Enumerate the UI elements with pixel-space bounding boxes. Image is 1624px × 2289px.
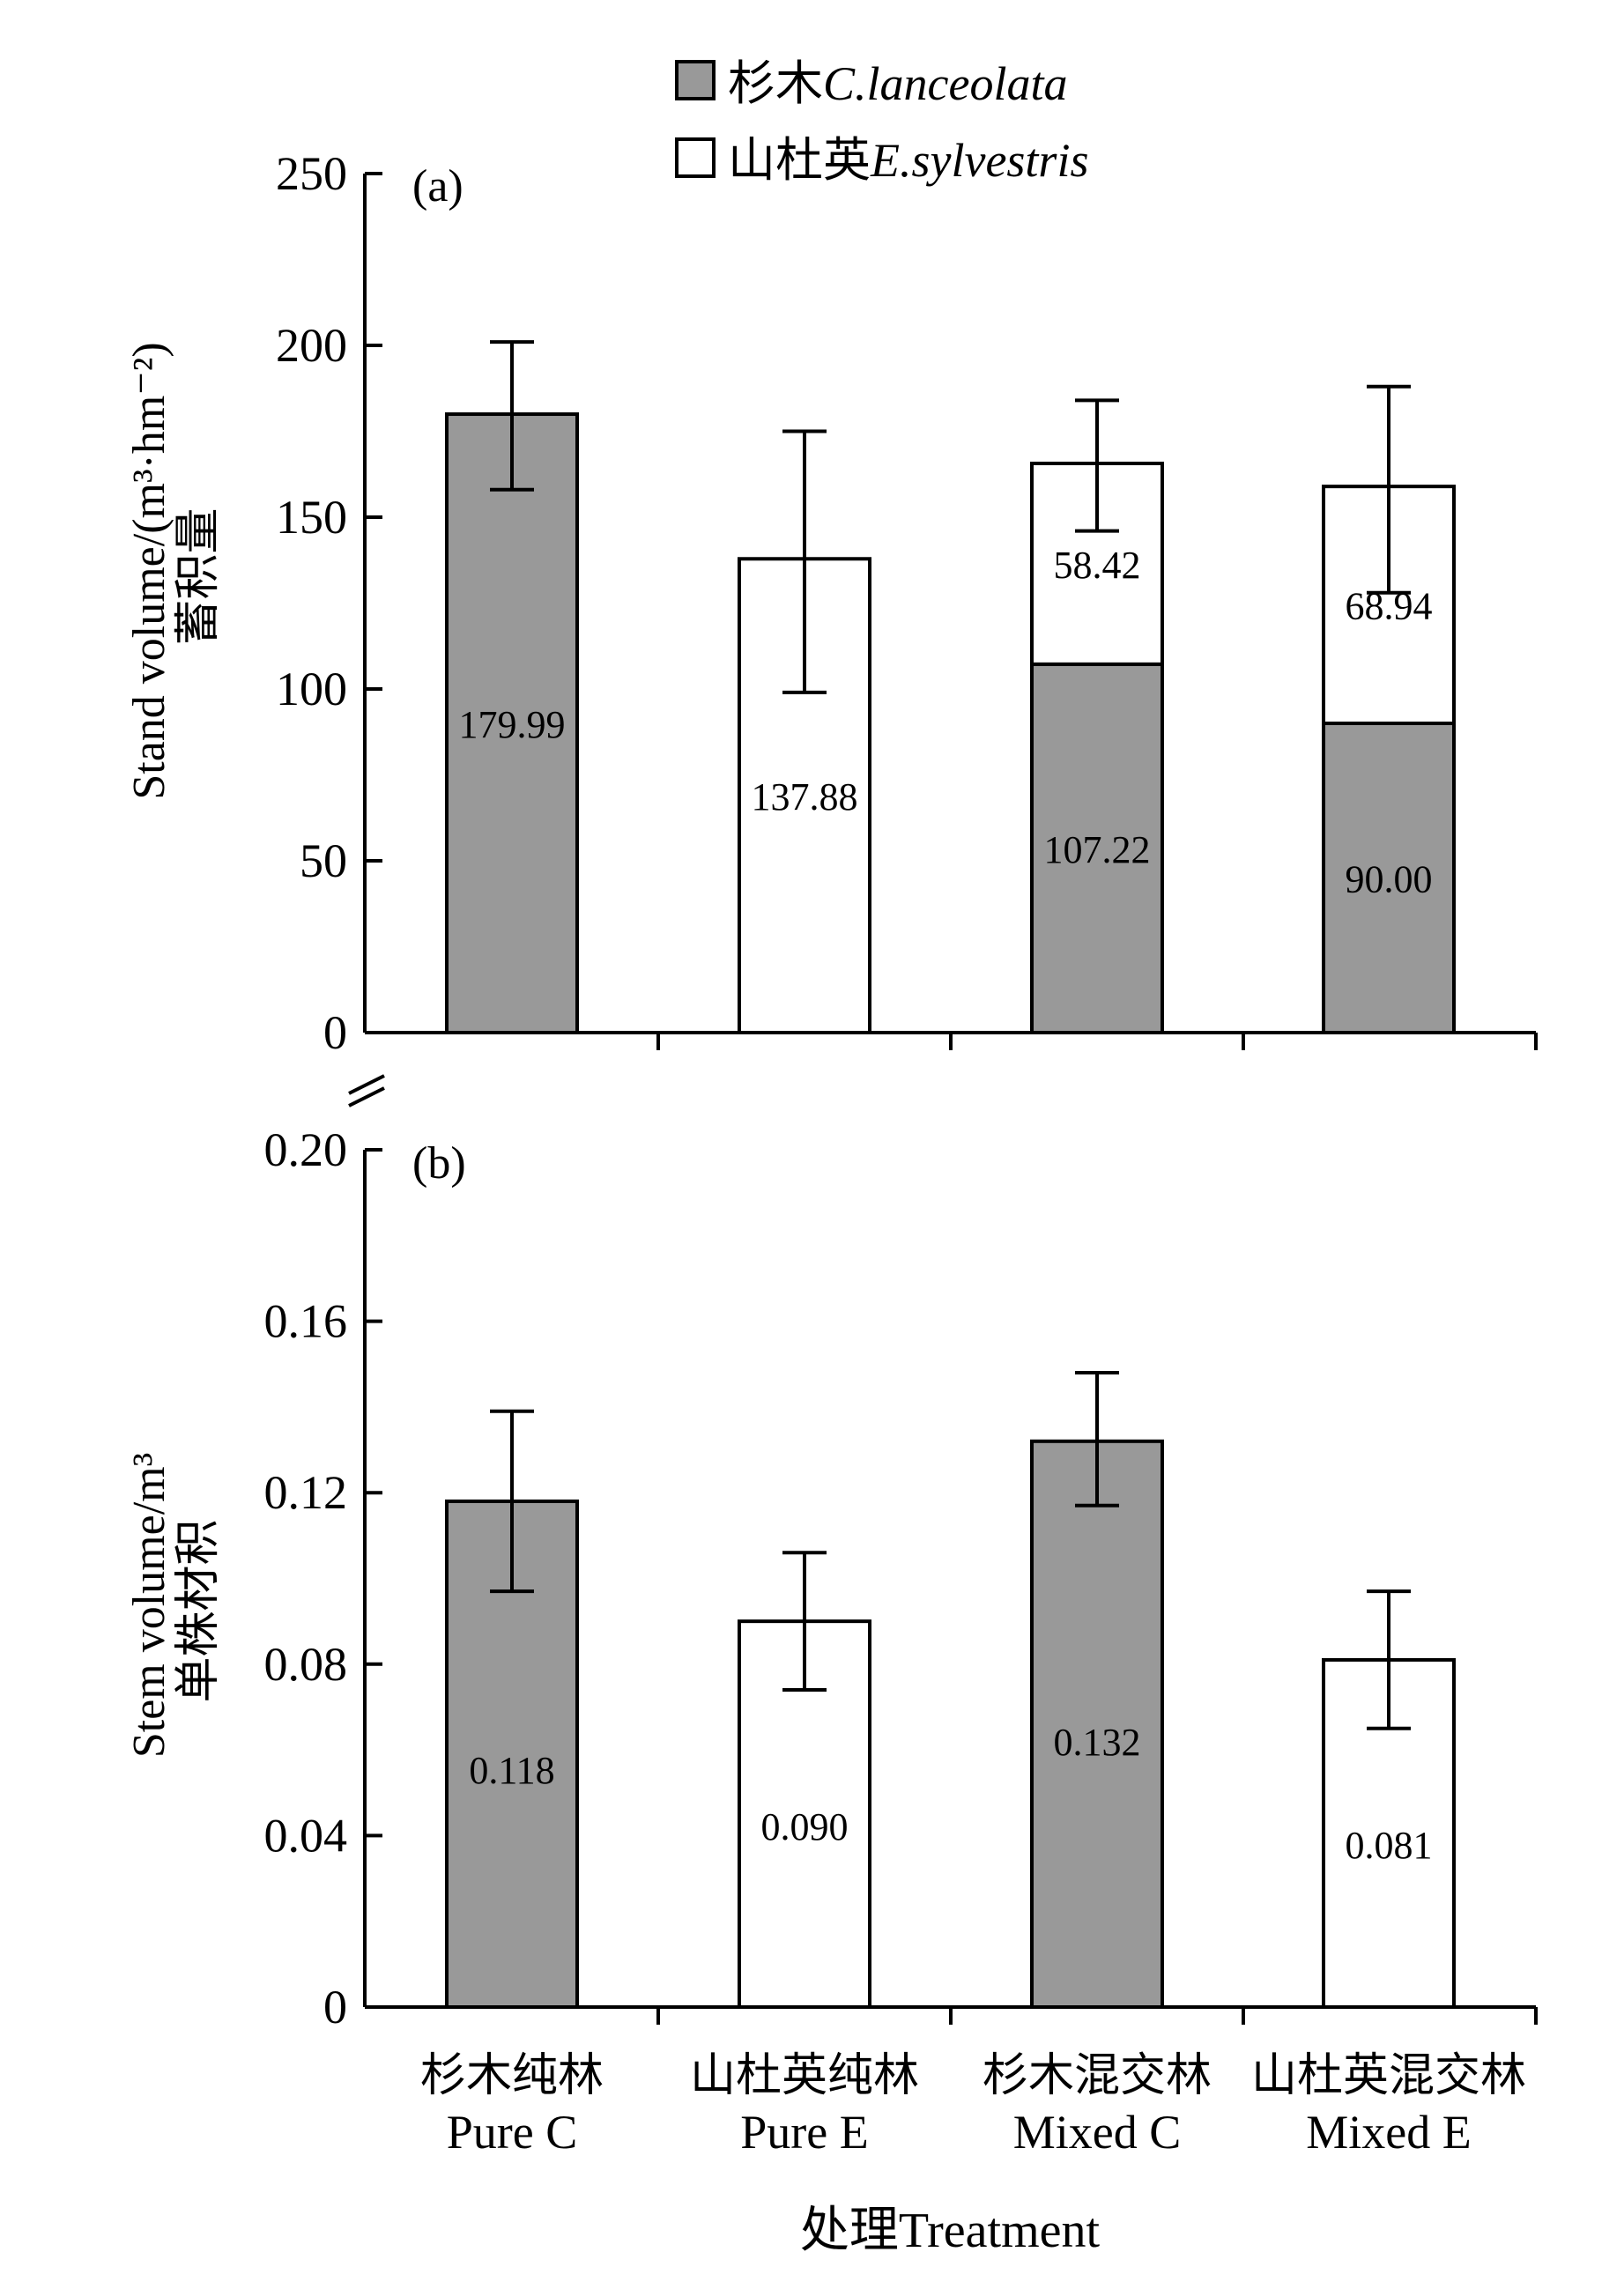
y-tick-label: 0.08 [264, 1638, 348, 1691]
panel-a-value-labels: 179.99 137.88 107.22 58.42 90.00 68.94 [459, 544, 1433, 901]
legend-label-clanceolata: 杉木C.lanceolata [728, 57, 1067, 110]
y-tick-label: 250 [276, 147, 347, 200]
legend-swatch-esylvestris [675, 137, 716, 178]
y-tick-label: 0.16 [264, 1295, 348, 1348]
bar-value-label: 0.090 [761, 1805, 849, 1848]
x-category-label-en: Mixed E [1306, 2106, 1471, 2159]
bar-value-label: 0.081 [1346, 1824, 1433, 1867]
y-tick-label: 0.04 [264, 1809, 348, 1862]
legend-label-esylvestris: 山杜英E.sylvestris [728, 134, 1088, 187]
panel-b: (b) 0 0.04 0.08 0.12 0.16 0.20 0.118 0.090 0.13… [124, 1123, 1538, 2033]
panel-a: (a) 0 50 100 150 200 250 179.99 137.88 107.22 58… [124, 147, 1538, 1059]
panel-b-value-labels: 0.118 0.090 0.132 0.081 [469, 1721, 1432, 1867]
panel-b-bars [445, 1439, 1456, 2010]
y-tick-label: 150 [276, 491, 347, 544]
bar-value-label: 90.00 [1346, 858, 1433, 901]
bar-value-label: 107.22 [1044, 828, 1151, 871]
x-category-label-en: Pure C [447, 2106, 578, 2159]
y-tick-label: 0 [323, 1981, 347, 2033]
panel-a-errorbars [490, 340, 1411, 694]
bar-value-label: 0.118 [469, 1749, 554, 1792]
y-tick-label: 0 [323, 1006, 347, 1059]
x-category-label-en: Pure E [740, 2106, 868, 2159]
x-category-label-cn: 杉木纯林 [420, 2051, 604, 2101]
axis-break-mark [348, 1074, 385, 1107]
bar-segment [1030, 662, 1164, 1034]
bar-value-label: 58.42 [1054, 544, 1141, 587]
bar-value-label: 179.99 [459, 703, 566, 746]
bar-segment [445, 412, 579, 1034]
panel-b-label: (b) [412, 1138, 466, 1189]
y-tick-label: 200 [276, 319, 347, 372]
x-axis-title: 处理Treatment [800, 2204, 1101, 2258]
y-tick-label: 50 [300, 834, 347, 887]
y-tick-label: 0.20 [264, 1123, 348, 1176]
x-category-label-en: Mixed C [1013, 2106, 1182, 2159]
panel-b-y-ticks: 0 0.04 0.08 0.12 0.16 0.20 [264, 1123, 382, 2033]
panel-a-bars [445, 412, 1456, 1034]
panel-a-y-ticks: 0 50 100 150 200 250 [276, 147, 382, 1059]
bar-value-label: 0.132 [1054, 1721, 1141, 1764]
x-category-label-cn: 杉木混交林 [983, 2051, 1212, 2101]
bar-value-label: 68.94 [1346, 585, 1433, 628]
panel-a-axes [363, 174, 1538, 1050]
panel-b-ylabel: 单株材积 Stem volume/m³ [124, 1453, 224, 1758]
bar-value-label: 137.88 [752, 775, 858, 819]
y-tick-label: 100 [276, 663, 347, 715]
panel-b-axes [363, 1150, 1538, 2025]
panel-a-label: (a) [412, 161, 463, 211]
panel-a-ylabel: 蓄积量 Stand volume/(m³·hm⁻²) [124, 342, 224, 799]
legend: 杉木C.lanceolata 山杜英E.sylvestris [675, 57, 1088, 187]
legend-swatch-clanceolata [675, 60, 716, 100]
panel-b-errorbars [490, 1370, 1411, 1730]
x-category-label-cn: 山杜英混交林 [1251, 2051, 1526, 2101]
x-category-label-cn: 山杜英纯林 [690, 2051, 919, 2101]
y-tick-label: 0.12 [264, 1466, 348, 1519]
